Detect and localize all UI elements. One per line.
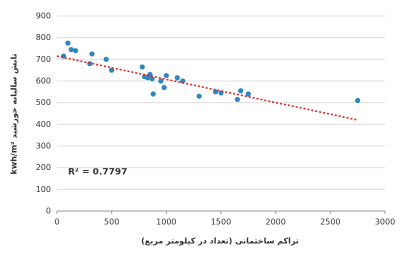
point — [73, 48, 78, 53]
x-tick-label: 2500 — [320, 218, 340, 227]
y-tick-label: 200 — [36, 163, 51, 172]
point — [162, 85, 167, 90]
point — [197, 94, 202, 99]
point — [355, 98, 360, 103]
x-tick-label: 1000 — [156, 218, 176, 227]
y-tick-label: 100 — [36, 185, 51, 194]
point — [65, 40, 70, 45]
point — [104, 57, 109, 62]
y-tick-label: 400 — [36, 120, 51, 129]
r-squared: R² = 0.7797 — [68, 168, 127, 178]
point — [89, 51, 94, 56]
point — [175, 75, 180, 80]
y-tick-label: 700 — [36, 55, 51, 64]
point — [69, 47, 74, 52]
point — [235, 97, 240, 102]
point — [238, 88, 243, 93]
y-tick-label: 800 — [36, 33, 51, 42]
x-axis-title: تراکم ساختمانی (تعداد در کیلومتر مربع) — [141, 237, 299, 246]
y-tick-label: 0 — [46, 207, 51, 216]
y-tick-label: 300 — [36, 142, 51, 151]
x-tick-label: 0 — [54, 218, 59, 227]
x-tick-label: 2000 — [265, 218, 285, 227]
point — [140, 64, 145, 69]
x-tick-label: 500 — [104, 218, 119, 227]
chart: تراکم ساختمانی (تعداد در کیلومتر مربع) k… — [0, 0, 400, 255]
y-tick-label: 600 — [36, 77, 51, 86]
point — [151, 91, 156, 96]
y-tick-label: 500 — [36, 98, 51, 107]
point — [164, 73, 169, 78]
x-tick-label: 3000 — [375, 218, 395, 227]
y-axis-title: kwh/m² تابش سالیانه خورشید — [10, 54, 20, 175]
y-tick-label: 900 — [36, 12, 51, 21]
x-tick-label: 1500 — [211, 218, 231, 227]
